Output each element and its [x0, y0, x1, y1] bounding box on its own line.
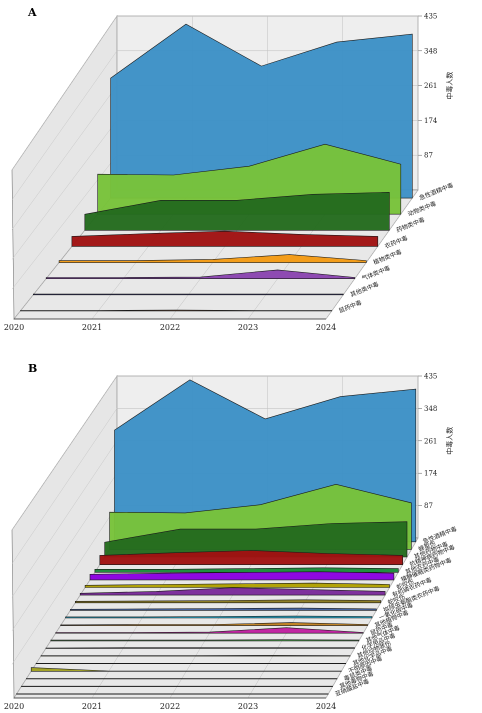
z-gridline-left: [11, 50, 118, 200]
series-ribbon: [50, 639, 360, 642]
z-tick-label: 435: [424, 13, 437, 21]
series-ribbon: [71, 230, 379, 247]
x-tick-label: 2024: [316, 702, 336, 711]
series-label: 农药中毒: [384, 234, 409, 250]
series-label: 植物类中毒: [372, 248, 403, 267]
x-tick-label: 2023: [238, 323, 258, 332]
x-tick-label: 2021: [82, 323, 102, 332]
x-tick-label: 2021: [82, 702, 102, 711]
series-ribbon: [20, 309, 333, 312]
z-gridline-left: [11, 473, 118, 631]
series-label: 鼠药中毒: [338, 298, 363, 314]
chart-panel-a: 87 174 261 348 435 中毒人数 2020 2021 2022 2023 2024 急性…: [4, 6, 455, 332]
series-ribbon: [89, 571, 395, 581]
z-tick-label: 87: [424, 502, 433, 510]
x-tick-label: 2024: [316, 323, 336, 332]
series-label: 气体类中毒: [361, 264, 392, 283]
series-label: 药物类中毒: [395, 216, 426, 235]
z-gridline-left: [11, 15, 118, 171]
z-tick-label: 174: [424, 470, 438, 478]
z-gridline-left: [11, 440, 118, 598]
z-tick-label: 435: [424, 373, 437, 381]
z-tick-label: 348: [424, 405, 437, 413]
series-ribbon: [55, 627, 364, 634]
series-ribbon: [75, 599, 382, 604]
z-gridline-left: [11, 120, 118, 260]
series-ribbon: [84, 582, 390, 588]
x-tick-label: 2023: [238, 702, 258, 711]
z-gridline-left: [11, 408, 118, 564]
z-gridline-left: [11, 375, 118, 531]
series-ribbon: [65, 615, 373, 619]
series-ribbon: [32, 293, 344, 296]
series-ribbon: [94, 567, 399, 573]
series-label: 动物类中毒: [407, 199, 438, 218]
z-gridline-left: [11, 85, 118, 230]
series-ribbon: [70, 607, 377, 611]
z-axis-label: 中毒人数: [445, 427, 454, 455]
panel-label: A: [27, 6, 37, 19]
z-axis-label: 中毒人数: [445, 72, 454, 100]
x-tick-label: 2022: [160, 702, 180, 711]
series-ribbon: [60, 622, 368, 626]
z-tick-label: 87: [424, 152, 433, 160]
series-ribbon: [45, 647, 355, 649]
z-tick-label: 261: [424, 82, 437, 90]
series-ribbon: [45, 269, 356, 280]
x-tick-label: 2020: [4, 702, 24, 711]
z-tick-label: 174: [424, 117, 438, 125]
z-tick-label: 348: [424, 47, 437, 55]
series-ribbon: [30, 667, 342, 672]
x-gridline-floor: [325, 189, 419, 320]
series-ribbon: [84, 191, 390, 231]
x-tick-label: 2022: [160, 323, 180, 332]
series-label: 急性酒精中毒: [418, 181, 454, 202]
series-ribbon: [104, 521, 408, 558]
z-tick-label: 261: [424, 437, 437, 445]
series-label: 其他类中毒: [349, 280, 380, 299]
series-ribbon: [58, 254, 367, 263]
panel-label: B: [28, 362, 37, 375]
series-ribbon: [40, 655, 351, 657]
z-gridline-left: [11, 505, 118, 665]
series-ribbon: [99, 550, 404, 565]
x-tick-label: 2020: [4, 323, 24, 332]
series-ribbon: [79, 587, 386, 596]
